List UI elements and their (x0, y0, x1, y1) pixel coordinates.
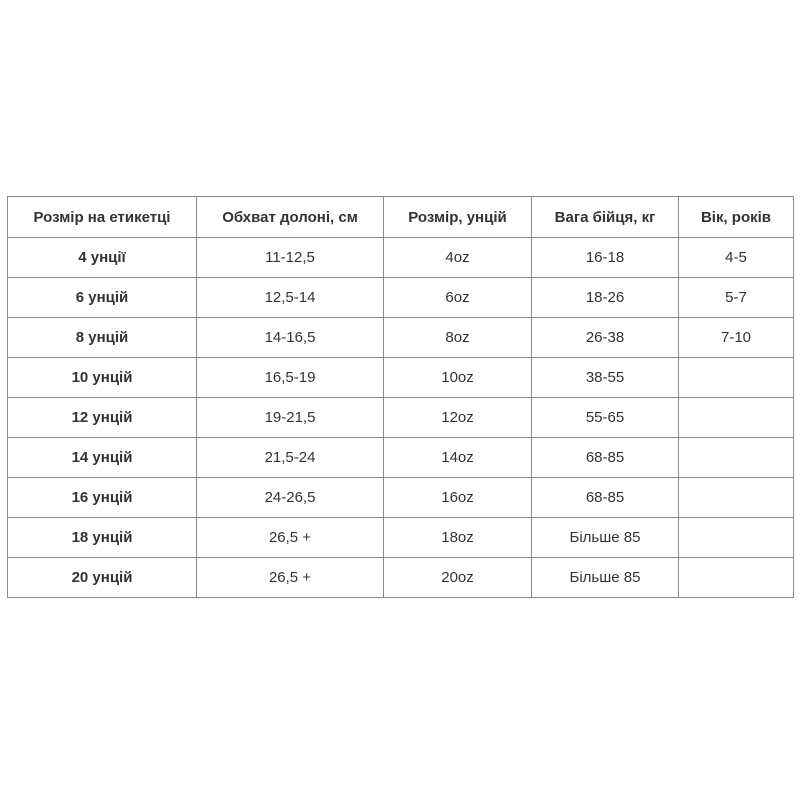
cell-size-oz: 16oz (383, 477, 532, 518)
cell-age: 7-10 (678, 317, 794, 358)
cell-age: 4-5 (678, 237, 794, 278)
cell-size-oz: 4oz (383, 237, 532, 278)
cell-weight: 26-38 (531, 317, 679, 358)
table-row: 18 унцій 26,5 +18oz Більше 85 (7, 517, 794, 558)
cell-weight: 18-26 (531, 277, 679, 318)
cell-size-oz: 14oz (383, 437, 532, 478)
cell-palm-girth: 19-21,5 (196, 397, 384, 438)
header-weight: Вага бійця, кг (531, 196, 679, 238)
cell-size-oz: 6oz (383, 277, 532, 318)
table-row: 12 унцій 19-21,5 12oz 55-65 (7, 397, 794, 438)
cell-weight: 16-18 (531, 237, 679, 278)
header-label-size: Розмір на етикетці (7, 196, 197, 238)
size-chart-table: Розмір на етикетці Обхват долоні, см Роз… (7, 196, 794, 598)
cell-label-size: 16 унцій (7, 477, 197, 518)
table-row: 6 унцій 12,5-14 6oz 18-26 5-7 (7, 277, 794, 318)
cell-size-oz: 8oz (383, 317, 532, 358)
table-row: 4 унції 11-12,5 4oz 16-18 4-5 (7, 237, 794, 278)
cell-palm-girth: 14-16,5 (196, 317, 384, 358)
cell-age: 5-7 (678, 277, 794, 318)
table-row: 10 унцій 16,5-19 10oz 38-55 (7, 357, 794, 398)
cell-palm-girth: 21,5-24 (196, 437, 384, 478)
table-row: 20 унцій 26,5 +20oz Більше 85 (7, 557, 794, 598)
header-row: Розмір на етикетці Обхват долоні, см Роз… (7, 196, 794, 238)
cell-weight: 68-85 (531, 477, 679, 518)
cell-label-size: 8 унцій (7, 317, 197, 358)
table-row: 8 унцій 14-16,5 8oz 26-38 7-10 (7, 317, 794, 358)
header-size-oz: Розмір, унцій (383, 196, 532, 238)
cell-weight: Більше 85 (531, 557, 679, 598)
cell-size-oz: 10oz (383, 357, 532, 398)
cell-palm-girth: 26,5 + (196, 557, 384, 598)
cell-palm-girth: 24-26,5 (196, 477, 384, 518)
cell-weight: 38-55 (531, 357, 679, 398)
cell-label-size: 20 унцій (7, 557, 197, 598)
cell-label-size: 6 унцій (7, 277, 197, 318)
cell-label-size: 14 унцій (7, 437, 197, 478)
cell-size-oz: 18oz (383, 517, 532, 558)
cell-age (678, 477, 794, 518)
cell-weight: 68-85 (531, 437, 679, 478)
cell-age (678, 557, 794, 598)
cell-age (678, 357, 794, 398)
cell-size-oz: 20oz (383, 557, 532, 598)
cell-size-oz: 12oz (383, 397, 532, 438)
cell-label-size: 18 унцій (7, 517, 197, 558)
cell-label-size: 4 унції (7, 237, 197, 278)
cell-age (678, 517, 794, 558)
cell-label-size: 12 унцій (7, 397, 197, 438)
table-row: 14 унцій 21,5-24 14oz 68-85 (7, 437, 794, 478)
cell-weight: Більше 85 (531, 517, 679, 558)
cell-palm-girth: 26,5 + (196, 517, 384, 558)
table-row: 16 унцій 24-26,5 16oz 68-85 (7, 477, 794, 518)
cell-age (678, 437, 794, 478)
cell-label-size: 10 унцій (7, 357, 197, 398)
header-age: Вік, років (678, 196, 794, 238)
cell-age (678, 397, 794, 438)
cell-weight: 55-65 (531, 397, 679, 438)
cell-palm-girth: 11-12,5 (196, 237, 384, 278)
cell-palm-girth: 12,5-14 (196, 277, 384, 318)
header-palm-girth: Обхват долоні, см (196, 196, 384, 238)
cell-palm-girth: 16,5-19 (196, 357, 384, 398)
